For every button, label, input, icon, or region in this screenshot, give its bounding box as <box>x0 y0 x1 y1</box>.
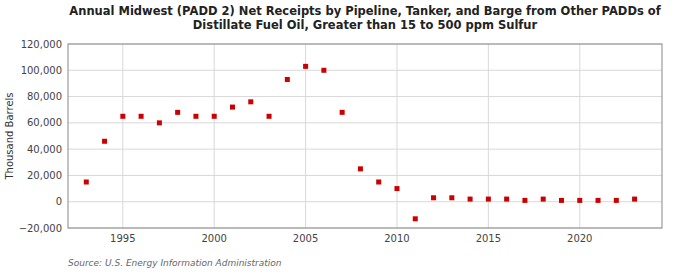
point <box>212 114 217 119</box>
point <box>157 120 162 125</box>
point <box>340 110 345 115</box>
y-grid-line <box>68 70 662 71</box>
point <box>139 114 144 119</box>
y-grid-line <box>68 149 662 150</box>
x-grid-line <box>122 44 123 228</box>
point <box>230 105 235 110</box>
point <box>431 195 436 200</box>
y-tick-label: 20,000 <box>27 170 62 181</box>
point <box>486 197 491 202</box>
x-grid-line <box>214 44 215 228</box>
x-tick-label: 2005 <box>293 233 318 244</box>
point <box>321 68 326 73</box>
point <box>413 216 418 221</box>
y-tick-label: 0 <box>56 196 62 207</box>
point <box>248 99 253 104</box>
points <box>84 64 637 221</box>
y-axis-label: Thousand Barrels <box>4 92 15 180</box>
point <box>394 186 399 191</box>
chart: Annual Midwest (PADD 2) Net Receipts by … <box>0 0 675 275</box>
grid <box>68 44 662 228</box>
y-grid-line <box>68 96 662 97</box>
point <box>596 198 601 203</box>
point <box>376 180 381 185</box>
y-grid-line <box>68 175 662 176</box>
y-tick-label: 60,000 <box>27 117 62 128</box>
point <box>102 139 107 144</box>
point <box>84 180 89 185</box>
point <box>193 114 198 119</box>
y-tick-label: 80,000 <box>27 91 62 102</box>
point <box>175 110 180 115</box>
x-grid-line <box>396 44 397 228</box>
title: Annual Midwest (PADD 2) Net Receipts by … <box>69 4 661 32</box>
y-tick-label: −20,000 <box>19 223 62 234</box>
y-grid-line <box>68 201 662 202</box>
x-tick-label: 2015 <box>476 233 501 244</box>
point <box>303 64 308 69</box>
point <box>285 77 290 82</box>
point <box>120 114 125 119</box>
point <box>632 197 637 202</box>
x-tick-label: 2000 <box>201 233 226 244</box>
y-tick-label: 120,000 <box>21 39 62 50</box>
point <box>468 197 473 202</box>
y-tick-label: 100,000 <box>21 65 62 76</box>
point <box>358 166 363 171</box>
point <box>449 195 454 200</box>
y-tick-label: 40,000 <box>27 144 62 155</box>
x-tick-label: 2020 <box>567 233 592 244</box>
axes: −20,000 0 20,000 40,000 60,000 80,000 100,000 1… <box>19 39 662 245</box>
x-tick-label: 1995 <box>110 233 135 244</box>
point <box>614 198 619 203</box>
point <box>504 197 509 202</box>
title-line: Annual Midwest (PADD 2) Net Receipts by … <box>69 4 661 18</box>
point <box>577 198 582 203</box>
point <box>267 114 272 119</box>
point <box>522 198 527 203</box>
point <box>541 197 546 202</box>
x-grid-line <box>305 44 306 228</box>
plot-frame <box>68 44 662 228</box>
annotation: Source: U.S. Energy Information Administ… <box>68 258 282 268</box>
point <box>559 198 564 203</box>
title-line: Distillate Fuel Oil, Greater than 15 to … <box>193 18 538 32</box>
x-tick-label: 2010 <box>384 233 409 244</box>
